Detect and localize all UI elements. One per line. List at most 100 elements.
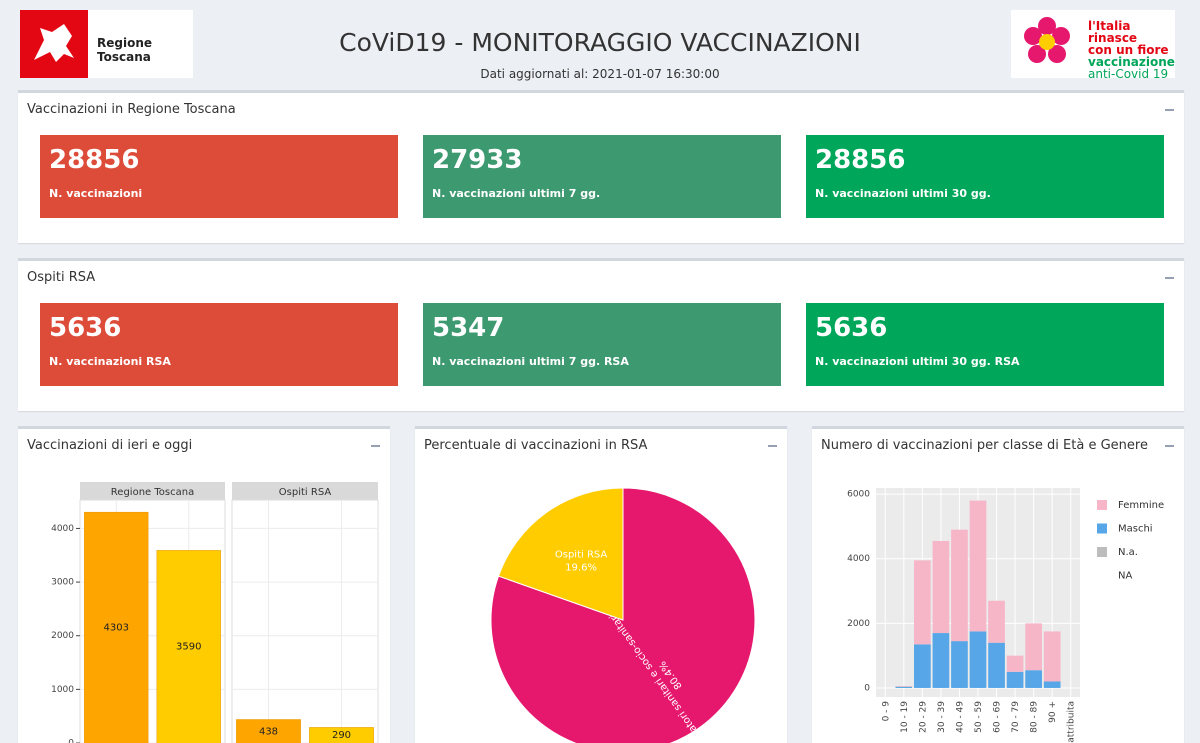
bar-label: 438 bbox=[259, 726, 278, 737]
y-tick-label: 0 bbox=[68, 739, 74, 743]
info-card: 5347 N. vaccinazioni ultimi 7 gg. RSA bbox=[423, 303, 781, 386]
card-value: 28856 bbox=[49, 145, 140, 175]
y-tick-label: 2000 bbox=[51, 631, 74, 641]
info-card: 28856 N. vaccinazioni ultimi 30 gg. bbox=[806, 135, 1164, 218]
legend-label: NA bbox=[1118, 571, 1132, 582]
collapse-button[interactable] bbox=[768, 445, 777, 447]
y-tick-label: 4000 bbox=[51, 524, 74, 534]
pie-slice bbox=[497, 487, 624, 621]
info-card: 28856 N. vaccinazioni bbox=[40, 135, 398, 218]
y-tick-label: 1000 bbox=[51, 685, 74, 695]
card-value: 5347 bbox=[432, 313, 505, 343]
bar-segment bbox=[951, 529, 968, 642]
facet-label: Regione Toscana bbox=[111, 487, 194, 498]
campaign-line: vaccinazione bbox=[1088, 55, 1175, 69]
collapse-button[interactable] bbox=[1165, 277, 1174, 279]
collapse-button[interactable] bbox=[1165, 445, 1174, 447]
region-logo: Regione Toscana bbox=[20, 10, 193, 78]
bar-segment bbox=[895, 686, 913, 687]
legend-label: N.a. bbox=[1118, 547, 1138, 558]
x-tick-label: 0 - 9 bbox=[881, 701, 891, 722]
bar-segment bbox=[969, 500, 987, 632]
x-tick-label: Non attribuita bbox=[1067, 701, 1077, 743]
y-tick-label: 3000 bbox=[51, 578, 74, 588]
legend-swatch bbox=[1097, 523, 1107, 534]
legend-swatch bbox=[1097, 500, 1107, 510]
info-card: 27933 N. vaccinazioni ultimi 7 gg. bbox=[423, 135, 781, 218]
y-tick-label: 0 bbox=[864, 683, 870, 693]
campaign-line: anti-Covid 19 bbox=[1088, 67, 1169, 81]
x-tick-label: 90 + bbox=[1048, 701, 1058, 723]
bar bbox=[156, 550, 221, 743]
card-label: N. vaccinazioni bbox=[49, 187, 143, 200]
bar-segment bbox=[1025, 623, 1042, 671]
campaign-line: con un fiore bbox=[1088, 43, 1169, 57]
campaign-text: l'Italia rinasce con un fiore vaccinazio… bbox=[1088, 20, 1175, 80]
legend-swatch bbox=[1097, 547, 1107, 557]
bar-segment bbox=[1025, 670, 1042, 688]
x-tick-label: 30 - 39 bbox=[937, 701, 947, 733]
bar-segment bbox=[969, 631, 987, 688]
page-title: CoViD19 - MONITORAGGIO VACCINAZIONI bbox=[339, 28, 861, 57]
box-title: Vaccinazioni in Regione Toscana bbox=[27, 102, 236, 117]
region-name: Regione Toscana bbox=[97, 36, 153, 64]
card-label: N. vaccinazioni RSA bbox=[49, 355, 171, 368]
stat-box: Vaccinazioni in Regione Toscana 28856 N. v… bbox=[18, 90, 1184, 243]
horse-icon bbox=[34, 24, 74, 62]
facet-strip bbox=[80, 482, 225, 500]
y-tick-label: 6000 bbox=[847, 490, 870, 500]
bar bbox=[84, 511, 149, 743]
flower-icon bbox=[1024, 17, 1070, 63]
bar-label: 290 bbox=[332, 730, 351, 741]
pie-label: Ospiti RSA 19.6% bbox=[555, 550, 608, 574]
box-title: Percentuale di vaccinazioni in RSA bbox=[424, 438, 648, 453]
x-tick-label: 20 - 29 bbox=[918, 701, 928, 733]
x-tick-label: 40 - 49 bbox=[955, 701, 965, 733]
bar-segment bbox=[1006, 671, 1024, 688]
card-value: 5636 bbox=[815, 313, 888, 343]
x-tick-label: 10 - 19 bbox=[900, 701, 910, 733]
campaign-logo: l'Italia rinasce con un fiore vaccinazio… bbox=[1011, 10, 1175, 80]
region-emblem bbox=[20, 10, 88, 78]
pie-label-name: Ospiti RSA bbox=[555, 550, 608, 561]
legend-label: Maschi bbox=[1118, 524, 1153, 535]
info-card: 5636 N. vaccinazioni ultimi 30 gg. RSA bbox=[806, 303, 1164, 386]
campaign-line: l'Italia rinasce bbox=[1088, 19, 1138, 45]
info-card: 5636 N. vaccinazioni RSA bbox=[40, 303, 398, 386]
bar-segment bbox=[932, 633, 950, 688]
collapse-button[interactable] bbox=[1165, 109, 1174, 111]
panel bbox=[231, 499, 379, 743]
collapse-button[interactable] bbox=[371, 445, 380, 447]
bar-segment bbox=[988, 600, 1005, 643]
bar-segment bbox=[895, 686, 913, 688]
facet-label: Ospiti RSA bbox=[279, 487, 332, 498]
bar-label: 3590 bbox=[176, 642, 201, 653]
bar-segment bbox=[1043, 631, 1061, 682]
x-tick-label: 50 - 59 bbox=[974, 701, 984, 733]
card-value: 27933 bbox=[432, 145, 523, 175]
box-title: Vaccinazioni di ieri e oggi bbox=[27, 438, 193, 453]
stat-box: Ospiti RSA 5636 N. vaccinazioni RSA 5347 N. … bbox=[18, 258, 1184, 411]
update-time: Dati aggiornati al: 2021-01-07 16:30:00 bbox=[480, 67, 720, 81]
x-tick-label: 80 - 89 bbox=[1030, 701, 1040, 733]
box-title: Numero di vaccinazioni per classe di Età… bbox=[821, 438, 1148, 453]
pie-label-value: 19.6% bbox=[565, 563, 597, 574]
bar-segment bbox=[988, 642, 1005, 688]
card-value: 5636 bbox=[49, 313, 122, 343]
bar-segment bbox=[932, 540, 950, 634]
bar-label: 4303 bbox=[104, 623, 129, 634]
card-label: N. vaccinazioni ultimi 7 gg. bbox=[432, 187, 601, 200]
bar-segment bbox=[914, 560, 931, 645]
bar-segment bbox=[914, 644, 931, 688]
card-value: 28856 bbox=[815, 145, 906, 175]
facet-strip bbox=[232, 482, 378, 500]
card-label: N. vaccinazioni ultimi 30 gg. RSA bbox=[815, 355, 1020, 368]
box-title: Ospiti RSA bbox=[27, 270, 96, 285]
bar-segment bbox=[1006, 655, 1024, 672]
card-label: N. vaccinazioni ultimi 7 gg. RSA bbox=[432, 355, 629, 368]
bar bbox=[309, 727, 374, 743]
y-tick-label: 4000 bbox=[847, 554, 870, 564]
bar bbox=[236, 719, 301, 743]
x-tick-label: 70 - 79 bbox=[1011, 701, 1021, 733]
